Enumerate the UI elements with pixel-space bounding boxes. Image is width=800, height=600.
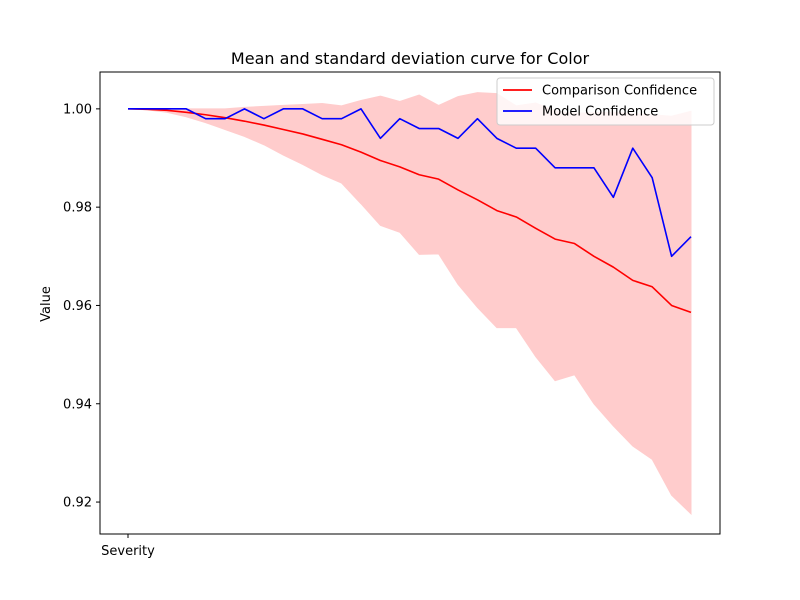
y-tick-label: 0.94 — [63, 397, 92, 412]
legend: Comparison Confidence Model Confidence — [496, 77, 715, 126]
y-axis-ticks: 0.92 0.94 0.96 0.98 1.00 — [63, 102, 100, 511]
y-tick-label: 0.98 — [63, 201, 92, 216]
y-tick-label: 0.96 — [63, 299, 92, 314]
legend-label: Model Confidence — [542, 105, 658, 120]
y-tick-label: 0.92 — [63, 496, 92, 511]
series-layer — [127, 108, 692, 314]
y-tick-label: 1.00 — [63, 102, 92, 117]
x-tick-label: Severity — [101, 544, 155, 559]
chart-title: Mean and standard deviation curve for Co… — [231, 49, 590, 68]
x-axis-ticks: Severity — [101, 534, 155, 559]
series-line-model-confidence — [128, 108, 692, 258]
y-axis-label: Value — [39, 286, 54, 322]
std-band-layer — [127, 92, 692, 516]
legend-box — [496, 77, 715, 126]
std-band — [127, 92, 692, 516]
series-line-comparison-confidence — [127, 108, 692, 314]
plot-frame — [99, 71, 721, 535]
legend-label: Comparison Confidence — [542, 84, 697, 99]
